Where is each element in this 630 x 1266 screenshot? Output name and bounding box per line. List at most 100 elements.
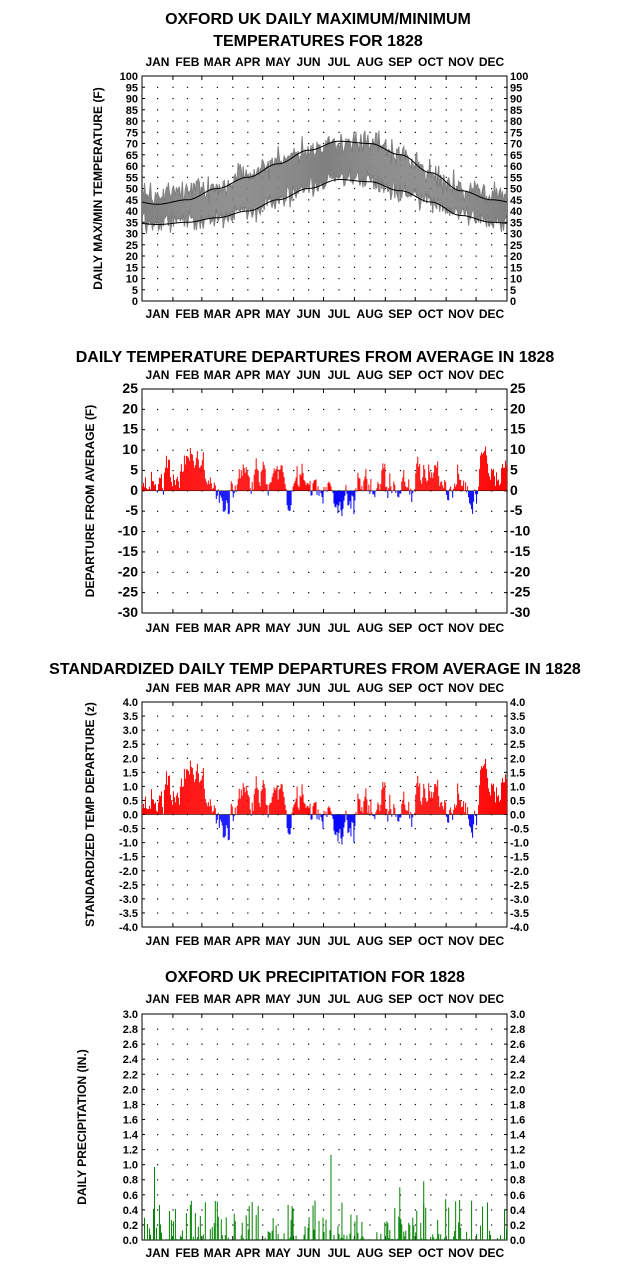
month-label-bottom: MAY [265, 621, 291, 635]
grid-dot [414, 743, 416, 745]
departure-bar [270, 802, 272, 815]
grid-dot [186, 278, 189, 280]
departure-bar [214, 485, 216, 491]
grid-dot [491, 98, 493, 100]
month-label-top: APR [235, 368, 261, 382]
departure-bar [281, 465, 283, 491]
grid-dot [384, 743, 387, 745]
departure-bar [461, 807, 463, 815]
departure-bar [408, 479, 410, 491]
departure-bar [409, 814, 411, 819]
grid-dot [445, 86, 447, 88]
departure-bar [302, 794, 304, 815]
grid-dot [414, 98, 416, 100]
grid-dot [475, 1149, 477, 1151]
y-tick-label-left: 4.0 [123, 697, 138, 709]
grid-dot [262, 743, 264, 745]
grid-dot [369, 884, 371, 886]
grid-dot [445, 799, 447, 802]
month-label-top: JUL [328, 992, 351, 1006]
departure-bar [325, 487, 327, 491]
grid-dot [491, 771, 493, 774]
grid-dot [216, 842, 218, 844]
y-tick-label-left: 0.2 [123, 1220, 138, 1232]
grid-dot [232, 571, 234, 573]
grid-dot [491, 1088, 493, 1091]
month-label-top: SEP [388, 681, 412, 695]
grid-dot [399, 1149, 401, 1151]
grid-dot [353, 571, 356, 573]
departure-bar [286, 490, 288, 506]
grid-dot [262, 1028, 264, 1030]
grid-dot [384, 429, 387, 431]
grid-dot [293, 1194, 295, 1196]
grid-dot [384, 1224, 387, 1226]
grid-dot [232, 771, 234, 774]
grid-dot [277, 86, 279, 88]
departure-bar [366, 479, 368, 491]
grid-dot [156, 233, 159, 235]
grid-dot [277, 1073, 279, 1075]
departure-bar [398, 490, 400, 498]
grid-dot [369, 799, 371, 802]
grid-dot [445, 266, 447, 268]
departure-bar [191, 454, 193, 491]
departure-bar [379, 489, 381, 491]
departure-bar [492, 470, 494, 491]
grid-dot [369, 1073, 371, 1075]
grid-dot [247, 1164, 249, 1166]
departure-bar [195, 457, 197, 491]
grid-dot [399, 743, 401, 745]
grid-dot [156, 799, 159, 802]
departure-bar [237, 478, 239, 491]
departure-bar [142, 483, 144, 491]
departure-bar [317, 809, 319, 815]
grid-dot [369, 1058, 371, 1060]
grid-dot [338, 898, 340, 900]
departure-bar [460, 800, 462, 815]
departure-bar [489, 791, 491, 815]
departure-bar [377, 802, 379, 815]
departure-bar [436, 786, 438, 815]
month-label-top: JUN [297, 368, 321, 382]
grid [156, 1028, 508, 1226]
grid-dot [475, 912, 477, 914]
grid-dot [399, 1118, 401, 1121]
grid-dot [156, 1073, 159, 1075]
grid-dot [201, 98, 203, 100]
grid-dot [399, 771, 401, 774]
grid-dot [369, 188, 371, 190]
departure-bar [402, 799, 404, 815]
grid-dot [414, 210, 416, 212]
grid-dot [232, 912, 234, 914]
departure-bar [433, 472, 435, 491]
grid-dot [384, 828, 387, 830]
grid-dot [399, 143, 401, 145]
grid-dot [277, 757, 279, 759]
grid-dot [460, 176, 462, 178]
departure-bar [300, 475, 302, 491]
grid-dot [460, 131, 462, 133]
departure-bar [383, 787, 385, 815]
grid-dot [277, 429, 279, 431]
departure-bar [208, 484, 210, 491]
grid-dot [247, 1043, 249, 1045]
grid-dot [308, 408, 310, 411]
grid-dot [186, 828, 189, 830]
grid-dot [430, 912, 432, 914]
grid-dot [277, 884, 279, 886]
month-label-bottom: MAY [265, 1246, 291, 1260]
grid-dot [156, 912, 159, 914]
departure-bar [310, 490, 312, 496]
grid-dot [186, 1224, 189, 1226]
grid-dot [308, 551, 310, 553]
y-tick-label-left: 2.0 [123, 1084, 138, 1096]
grid-dot [232, 1164, 234, 1166]
precip-bars [143, 1154, 508, 1240]
grid-dot [491, 531, 493, 533]
month-label-bottom: AUG [357, 307, 384, 321]
grid-dot [323, 131, 325, 133]
grid-dot [186, 592, 189, 594]
grid-dot [430, 1043, 432, 1045]
grid-dot [506, 571, 508, 573]
